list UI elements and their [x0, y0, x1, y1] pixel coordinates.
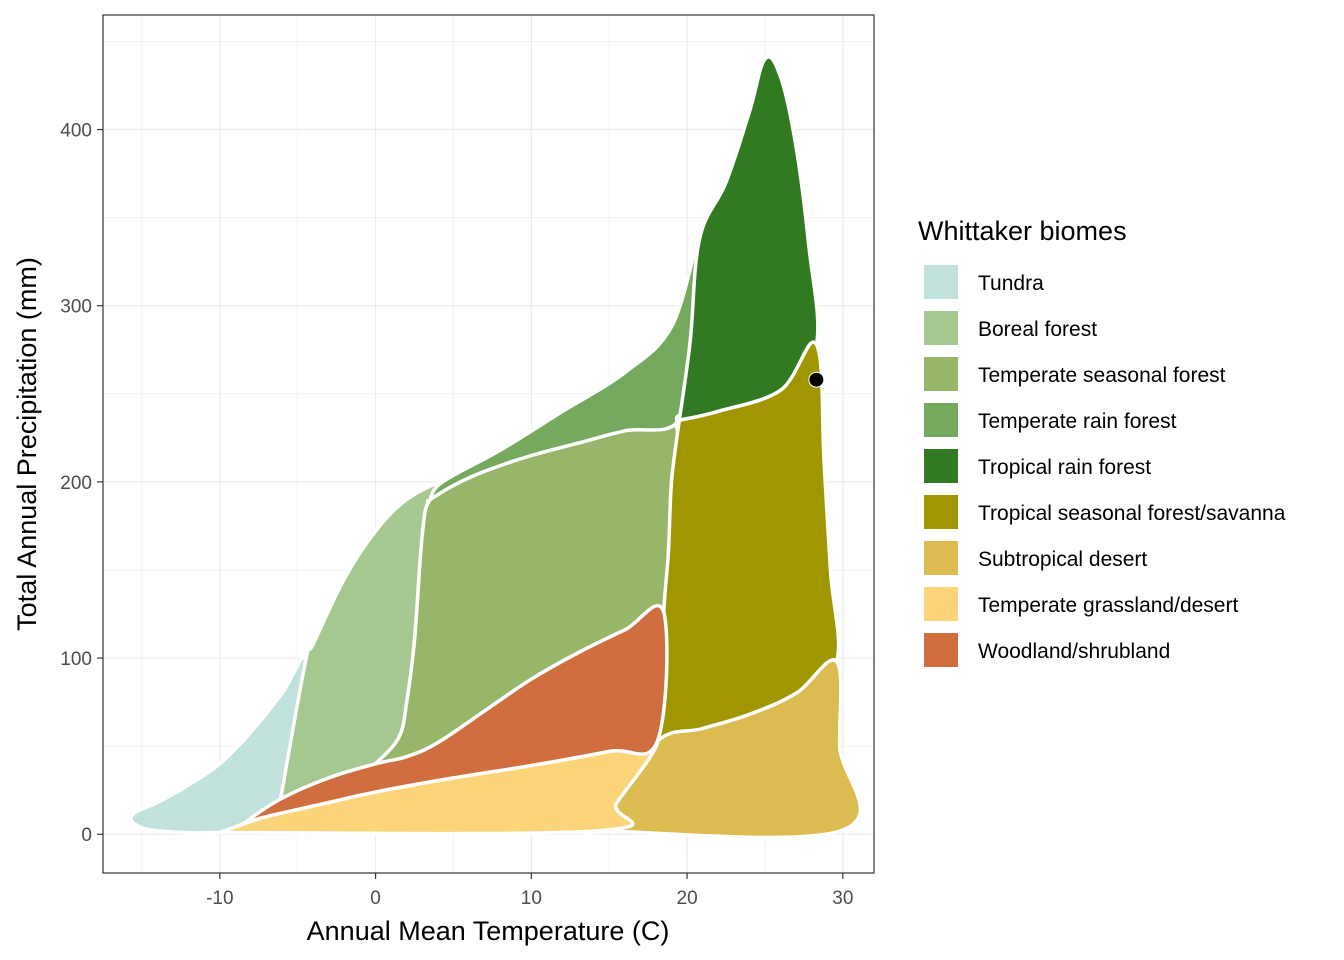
x-tick-label: -10: [206, 888, 233, 909]
y-tick-label: 100: [60, 649, 92, 670]
legend-label: Temperate grassland/desert: [978, 594, 1238, 617]
y-tick-label: 300: [60, 297, 92, 318]
data-points: [808, 371, 825, 388]
legend-label: Tropical seasonal forest/savanna: [978, 502, 1286, 525]
legend-label: Subtropical desert: [978, 548, 1147, 571]
legend-label: Woodland/shrubland: [978, 640, 1170, 663]
legend-swatch: [924, 449, 958, 483]
x-tick-label: 0: [370, 888, 381, 909]
x-tick-label: 20: [677, 888, 698, 909]
y-axis: 0 100 200 300 400: [60, 121, 103, 846]
legend-swatch: [924, 265, 958, 299]
legend-swatch: [924, 541, 958, 575]
legend-label: Boreal forest: [978, 318, 1097, 341]
data-point: [808, 371, 825, 388]
y-tick-label: 0: [81, 825, 92, 846]
legend-swatch: [924, 403, 958, 437]
legend-swatch: [924, 495, 958, 529]
legend-label: Temperate rain forest: [978, 410, 1177, 433]
biome-woodland-shrubland: [237, 603, 669, 828]
legend-swatch: [924, 587, 958, 621]
x-axis: -10 0 10 20 30: [206, 873, 853, 909]
biome-polygons: [129, 55, 863, 840]
y-tick-label: 400: [60, 121, 92, 142]
legend-label: Tundra: [978, 272, 1044, 295]
y-axis-title: Total Annual Precipitation (mm): [12, 257, 42, 631]
y-tick-label: 200: [60, 473, 92, 494]
legend-label: Tropical rain forest: [978, 456, 1151, 479]
x-tick-label: 30: [832, 888, 853, 909]
legend-swatch: [924, 633, 958, 667]
legend: Whittaker biomes Tundra Boreal forest Temp…: [918, 216, 1286, 672]
x-axis-title: Annual Mean Temperature (C): [307, 916, 670, 946]
legend-title: Whittaker biomes: [918, 216, 1127, 246]
x-tick-label: 10: [521, 888, 542, 909]
legend-swatch: [924, 357, 958, 391]
legend-label: Temperate seasonal forest: [978, 364, 1226, 387]
plot-panel-border: [102, 14, 875, 874]
legend-swatch: [924, 311, 958, 345]
